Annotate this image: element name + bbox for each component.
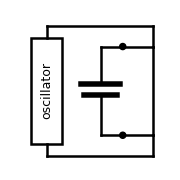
Circle shape — [120, 132, 126, 138]
Text: oscillator: oscillator — [40, 62, 53, 119]
Bar — [31, 38, 62, 144]
Circle shape — [120, 44, 126, 50]
